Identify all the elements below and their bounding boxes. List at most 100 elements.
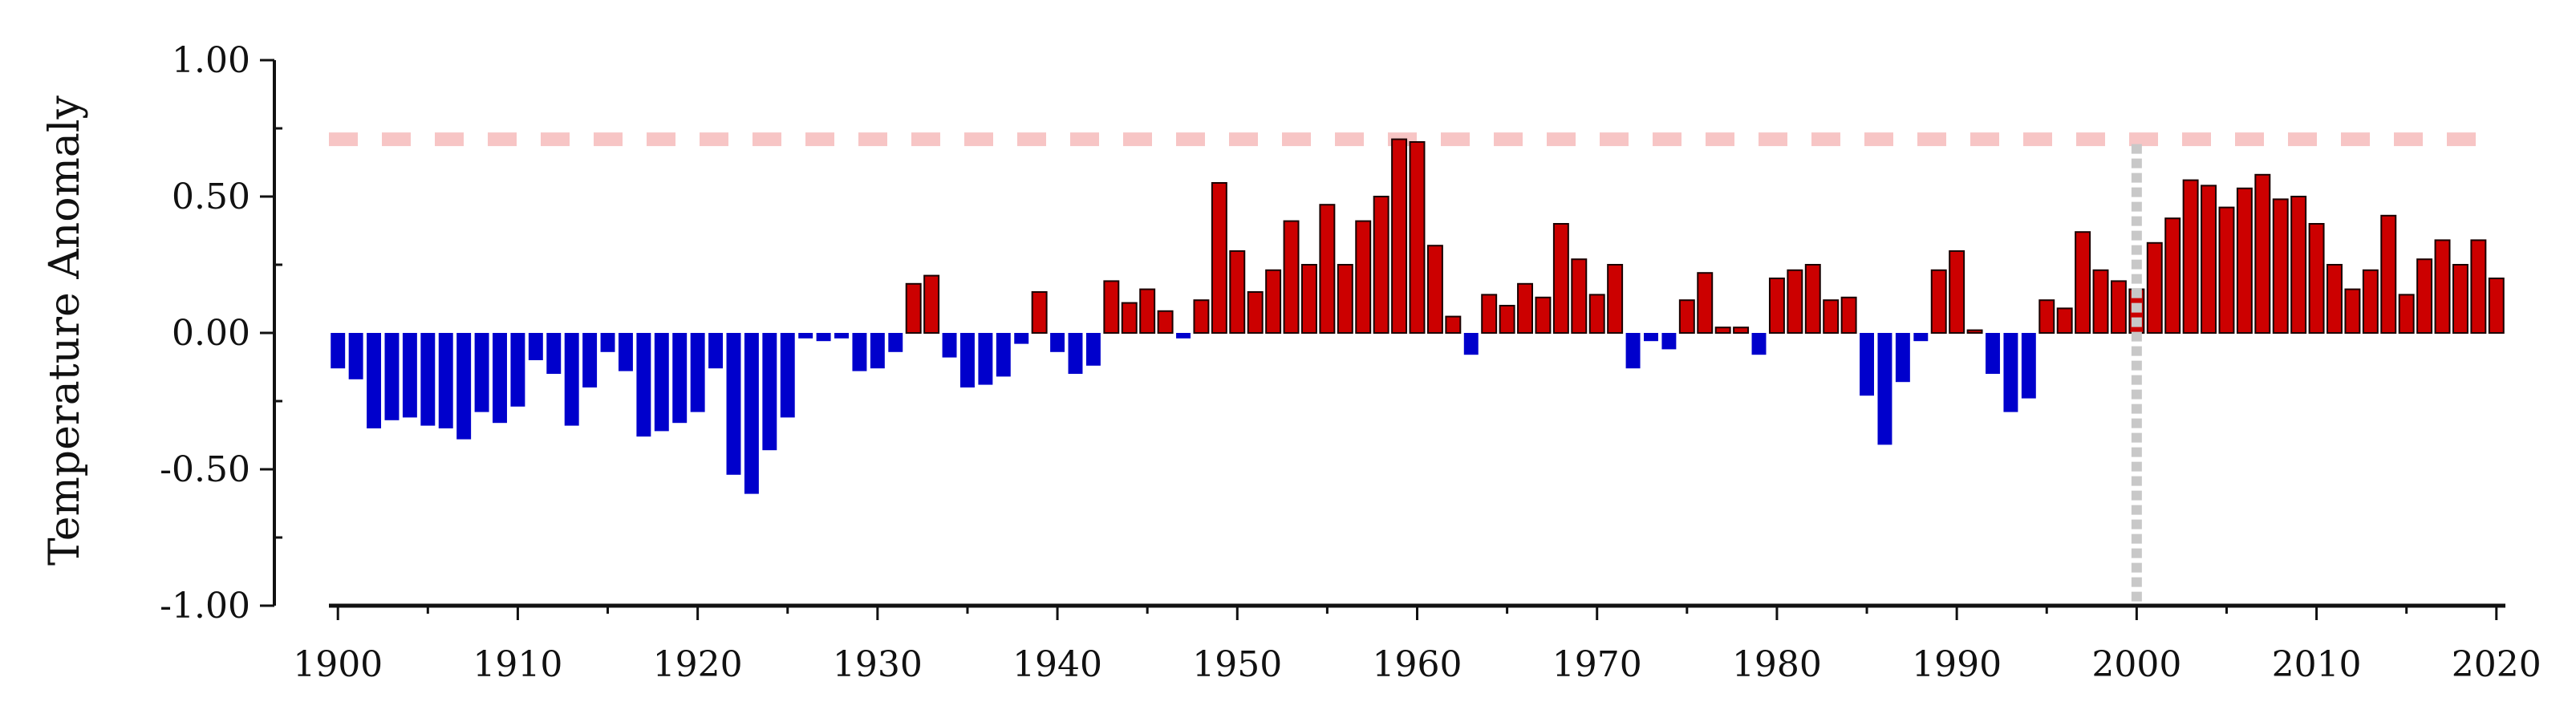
bar-1958 xyxy=(1373,196,1389,334)
bar-1985 xyxy=(1860,333,1875,396)
bar-1983 xyxy=(1823,299,1840,335)
bar-1987 xyxy=(1895,333,1910,383)
y-axis-title: Temperature Anomaly xyxy=(41,95,89,565)
bar-1946 xyxy=(1157,310,1174,334)
bar-1973 xyxy=(1644,333,1658,342)
bar-1959 xyxy=(1391,138,1408,334)
x-tick-label: 1960 xyxy=(1373,644,1462,685)
bar-1963 xyxy=(1463,333,1479,355)
bar-1995 xyxy=(2038,299,2055,335)
bar-1901 xyxy=(348,333,363,379)
bar-1934 xyxy=(942,333,957,358)
bar-1944 xyxy=(1121,302,1138,335)
bar-1910 xyxy=(510,333,525,407)
x-tick-label: 1920 xyxy=(653,644,743,685)
bar-1957 xyxy=(1355,220,1372,334)
bar-1998 xyxy=(2092,269,2109,334)
bar-1921 xyxy=(708,333,724,369)
bar-1954 xyxy=(1301,264,1317,334)
bar-2008 xyxy=(2272,198,2289,334)
bar-1956 xyxy=(1337,264,1353,334)
bar-1970 xyxy=(1588,294,1605,334)
bar-series xyxy=(331,138,2505,494)
bar-1903 xyxy=(384,333,400,420)
bar-1947 xyxy=(1176,333,1191,339)
bar-1930 xyxy=(870,333,885,369)
bar-2014 xyxy=(2380,214,2397,334)
bar-2005 xyxy=(2218,206,2235,334)
bar-1977 xyxy=(1714,327,1731,335)
bar-2004 xyxy=(2201,185,2217,334)
bar-1907 xyxy=(456,333,472,440)
x-tick-label: 1980 xyxy=(1732,644,1822,685)
bar-2016 xyxy=(2416,258,2433,335)
bar-1962 xyxy=(1445,315,1462,335)
bar-1986 xyxy=(1877,333,1892,445)
bar-1922 xyxy=(726,333,741,475)
bar-1941 xyxy=(1068,333,1083,374)
y-tick-label: -1.00 xyxy=(160,586,250,627)
bar-1992 xyxy=(1986,333,2000,374)
bar-1951 xyxy=(1247,291,1264,334)
bar-1991 xyxy=(1966,329,1983,335)
bar-1945 xyxy=(1139,288,1156,335)
bar-1994 xyxy=(2021,333,2036,399)
bar-1919 xyxy=(672,333,688,424)
axes xyxy=(260,59,2505,620)
x-tick-label: 1940 xyxy=(1012,644,1102,685)
x-tick-label: 2000 xyxy=(2091,644,2181,685)
bar-1984 xyxy=(1840,296,1857,334)
bar-1997 xyxy=(2075,231,2091,335)
bar-1993 xyxy=(2003,333,2018,412)
bar-1996 xyxy=(2056,307,2073,334)
bar-1920 xyxy=(690,333,705,412)
bar-1961 xyxy=(1426,245,1443,335)
bar-1966 xyxy=(1517,282,1533,334)
bar-1927 xyxy=(816,333,831,342)
bar-1960 xyxy=(1409,141,1426,334)
bar-2009 xyxy=(2290,196,2307,334)
bar-1974 xyxy=(1661,333,1677,350)
bar-1988 xyxy=(1913,333,1929,342)
bar-1915 xyxy=(600,333,615,352)
bar-2002 xyxy=(2164,217,2181,335)
bar-1902 xyxy=(367,333,382,428)
bar-1975 xyxy=(1678,299,1695,335)
bar-1965 xyxy=(1499,305,1515,334)
bar-1940 xyxy=(1050,333,1065,352)
bar-1912 xyxy=(546,333,562,374)
bar-1938 xyxy=(1014,333,1029,344)
bar-1923 xyxy=(744,333,759,494)
bar-2012 xyxy=(2344,288,2361,335)
bar-1900 xyxy=(331,333,346,369)
x-tick-label: 1990 xyxy=(1912,644,2002,685)
x-tick-label: 1900 xyxy=(293,644,383,685)
bar-1952 xyxy=(1265,269,1282,334)
y-tick-label: 1.00 xyxy=(172,40,250,81)
bar-1932 xyxy=(905,282,922,334)
bar-1913 xyxy=(564,333,579,426)
bar-1933 xyxy=(923,274,940,335)
bar-1911 xyxy=(528,333,543,360)
bar-1943 xyxy=(1103,280,1120,334)
x-tick-label: 2020 xyxy=(2452,644,2542,685)
bar-1914 xyxy=(582,333,598,387)
axis-labels: 1.00 0.50 0.00 -0.50 -1.00 1900 1910 1920 1930 19… xyxy=(160,40,2542,685)
bar-1925 xyxy=(780,333,795,418)
bar-1905 xyxy=(420,333,436,426)
bar-1979 xyxy=(1751,333,1767,355)
bar-2013 xyxy=(2362,269,2379,334)
bar-1980 xyxy=(1768,278,1785,334)
bar-1948 xyxy=(1193,299,1210,335)
bar-2015 xyxy=(2398,294,2415,334)
bar-1999 xyxy=(2110,280,2127,334)
bar-1924 xyxy=(762,333,777,451)
bar-1928 xyxy=(834,333,849,339)
y-tick-label: 0.00 xyxy=(172,313,250,354)
bar-1972 xyxy=(1625,333,1641,369)
bar-2007 xyxy=(2254,173,2271,334)
x-tick-label: 2010 xyxy=(2272,644,2362,685)
bar-1939 xyxy=(1031,291,1048,334)
bar-1953 xyxy=(1283,220,1300,334)
